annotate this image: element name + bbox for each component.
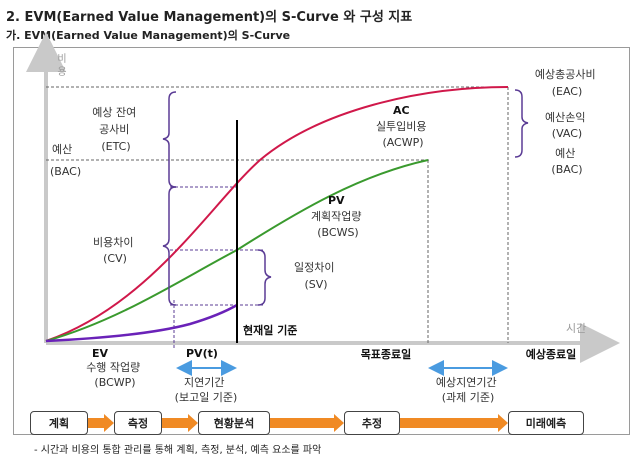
process-arrow-1 [88,414,114,432]
cv-label-line-1: 비용차이 [93,236,133,249]
bac-right-label-line-1: 예산 [555,147,575,160]
vac-label-line-1: 예산손익 [545,111,585,124]
footnote: - 시간과 비용의 통합 관리를 통해 계획, 측정, 분석, 예측 요소를 파… [34,445,322,456]
bac-right-label: 예산 (BAC) [551,147,582,176]
diagram-frame [13,47,630,435]
etc-label-line-2: 공사비 [99,123,129,136]
delay-label: 지연기간 (보고일 기준) [175,376,238,404]
ev-label-line-1: EV [92,347,109,360]
status-date-label: 현재일 기준 [243,323,297,337]
etc-brace [162,91,177,188]
eac-label-line-2: (EAC) [552,85,583,98]
ac-label: AC 실투입비용 (ACWP) [376,104,430,149]
x-axis-label: 시간 [566,322,586,335]
pvt-label: PV(t) [186,347,218,360]
ev-label-line-2: 수행 작업량 [86,361,140,374]
process-arrow-4 [400,414,508,432]
sv-label-line-2: (SV) [304,278,327,291]
etc-label: 예상 잔여 공사비 (ETC) [92,106,139,153]
sub-heading: 가. EVM(Earned Value Management)의 S-Curve [6,29,291,42]
ac-label-line-2: 실투입비용 [376,120,427,133]
etc-label-line-3: (ETC) [101,140,130,153]
vac-brace [514,89,529,158]
bac-left-label: 예산 (BAC) [50,143,81,178]
delay-label-line-1: 지연기간 [184,376,224,389]
eac-label: 예상총공사비 (EAC) [535,68,599,98]
y-axis-label-char-1: 비 [57,53,66,65]
process-step-forecast: 미래예측 [508,411,584,435]
ev-curve [45,303,238,343]
process-arrow-3 [270,414,344,432]
cv-label-line-2: (CV) [103,252,127,265]
etc-label-line-1: 예상 잔여 [92,106,136,119]
sv-label: 일정차이 (SV) [294,260,338,291]
sv-brace [257,249,272,306]
cv-label: 비용차이 (CV) [93,236,137,265]
cv-brace [162,186,177,306]
process-step-plan: 계획 [30,411,88,435]
bac-left-label-line-2: (BAC) [50,165,81,178]
ev-label-line-3: (BCWP) [94,376,135,389]
expected-end-label: 예상종료일 [526,347,577,361]
process-step-estimate: 추정 [344,411,400,435]
eac-label-line-1: 예상총공사비 [535,68,596,81]
ac-curve [45,86,509,342]
expected-delay-label: 예상지연기간 (과제 기준) [436,376,500,404]
pv-label: PV 계획작업량 (BCWS) [311,194,365,239]
expected-delay-label-line-1: 예상지연기간 [436,376,497,389]
sv-label-line-1: 일정차이 [294,260,334,274]
pv-label-line-3: (BCWS) [317,226,358,239]
ac-label-line-3: (ACWP) [382,136,423,149]
target-end-label: 목표종료일 [361,347,412,361]
ac-label-line-1: AC [393,104,410,117]
y-axis-label-char-2: 용 [57,66,66,78]
expected-delay-label-line-2: (과제 기준) [442,391,495,404]
process-step-analysis: 현황분석 [198,411,270,435]
process-step-measure: 측정 [114,411,162,435]
bac-right-label-line-2: (BAC) [551,163,582,176]
vac-label: 예산손익 (VAC) [545,111,589,140]
pv-label-line-2: 계획작업량 [311,210,362,223]
process-arrow-2 [162,414,198,432]
vac-label-line-2: (VAC) [552,127,582,140]
ev-label: EV 수행 작업량 (BCWP) [86,347,144,389]
pv-label-line-1: PV [328,194,345,207]
section-heading: 2. EVM(Earned Value Management)의 S-Curve… [6,10,413,25]
delay-label-line-2: (보고일 기준) [175,390,238,404]
bac-left-label-line-1: 예산 [52,143,72,156]
